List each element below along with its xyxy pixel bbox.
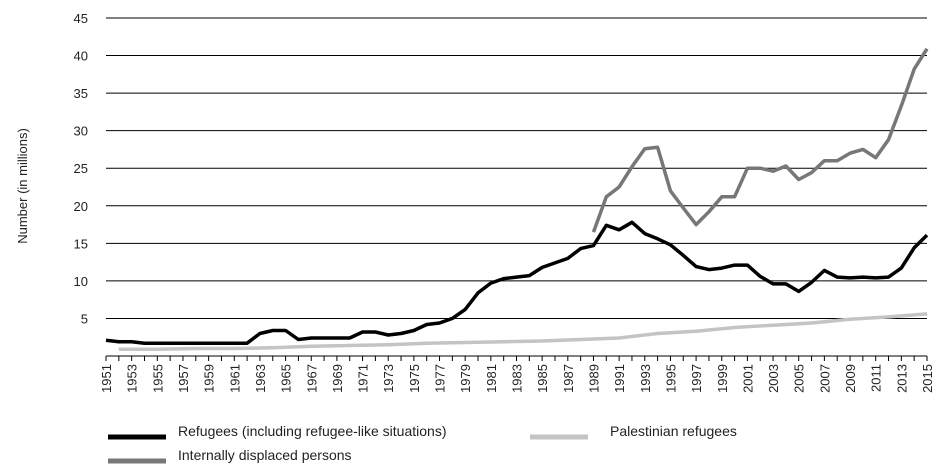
x-tick-label: 2007 — [817, 364, 832, 393]
y-tick-label: 25 — [74, 161, 88, 176]
y-tick-label: 20 — [74, 199, 88, 214]
x-tick-label: 1965 — [279, 364, 294, 393]
y-tick-label: 40 — [74, 49, 88, 64]
x-tick-label: 1971 — [356, 364, 371, 393]
series-line-2 — [591, 47, 929, 233]
x-tick-label: 1997 — [689, 364, 704, 393]
x-tick-label: 1977 — [433, 364, 448, 393]
y-tick-label: 15 — [74, 236, 88, 251]
x-tick-label: 2005 — [792, 364, 807, 393]
x-tick-label: 1973 — [381, 364, 396, 393]
x-tick-label: 1967 — [304, 364, 319, 393]
x-tick-label: 1959 — [202, 364, 217, 393]
x-tick-label: 1985 — [535, 364, 550, 393]
x-tick-label: 2009 — [843, 364, 858, 393]
x-axis — [105, 355, 928, 361]
x-tick-label: 1957 — [176, 364, 191, 393]
legend-label: Palestinian refugees — [610, 423, 737, 439]
legend: Refugees (including refugee-like situati… — [108, 423, 737, 464]
y-tick-label: 45 — [74, 11, 88, 26]
x-tick-label: 1969 — [330, 364, 345, 393]
y-axis-label: Number (in millions) — [15, 128, 30, 244]
x-tick-label: 2001 — [740, 364, 755, 393]
legend-label: Internally displaced persons — [178, 447, 352, 463]
x-tick-label: 1989 — [586, 364, 601, 393]
y-axis-ticks: 5 10 15 20 25 30 35 40 45 — [74, 11, 88, 326]
y-tick-label: 5 — [81, 311, 88, 326]
x-tick-label: 1953 — [125, 364, 140, 393]
x-tick-label: 1983 — [510, 364, 525, 393]
x-tick-label: 2013 — [894, 364, 909, 393]
x-tick-label: 1981 — [484, 364, 499, 393]
x-tick-label: 2003 — [766, 364, 781, 393]
x-tick-label: 1975 — [407, 364, 422, 393]
x-axis-ticks: 1951 1953 1955 1957 1959 1961 1963 1965 1967 1969… — [99, 364, 935, 393]
y-tick-label: 30 — [74, 124, 88, 139]
x-tick-label: 1955 — [150, 364, 165, 393]
x-tick-label: 1963 — [253, 364, 268, 393]
x-tick-label: 1993 — [638, 364, 653, 393]
x-tick-label: 1999 — [715, 364, 730, 393]
series-line-1 — [118, 312, 928, 351]
gridlines — [106, 17, 927, 319]
x-tick-label: 1991 — [612, 364, 627, 393]
x-tick-label: 1995 — [663, 364, 678, 393]
x-tick-label: 2015 — [920, 364, 935, 393]
x-tick-label: 1987 — [561, 364, 576, 393]
x-tick-label: 1951 — [99, 364, 114, 393]
y-tick-label: 10 — [74, 274, 88, 289]
legend-label: Refugees (including refugee-like situati… — [178, 423, 446, 439]
x-tick-label: 1961 — [227, 364, 242, 393]
x-tick-label: 1979 — [458, 364, 473, 393]
y-tick-label: 35 — [74, 86, 88, 101]
series-line-0 — [105, 220, 929, 345]
series-lines — [105, 47, 929, 351]
x-tick-label: 2011 — [869, 364, 884, 392]
